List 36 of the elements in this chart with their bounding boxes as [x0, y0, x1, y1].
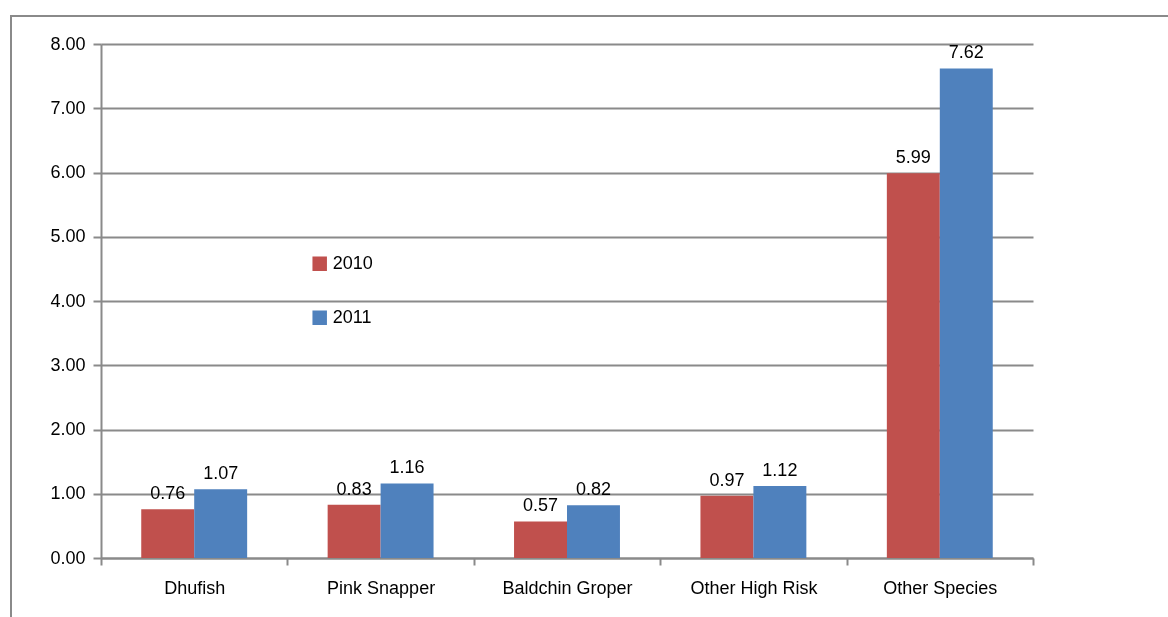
bar: [700, 495, 754, 558]
y-tick-label: 0.00: [50, 547, 86, 568]
bar: [939, 68, 993, 558]
data-label: 0.57: [523, 495, 559, 516]
data-label: 0.83: [336, 478, 372, 499]
data-label: 0.82: [575, 479, 611, 500]
data-label: 1.07: [203, 463, 239, 484]
x-tick-label: Other Species: [883, 577, 998, 598]
x-tick-label: Baldchin Groper: [502, 577, 633, 598]
bar: [380, 483, 434, 558]
data-label: 1.16: [389, 457, 425, 478]
bar: [753, 486, 807, 558]
data-label: 1.12: [762, 460, 798, 481]
x-tick-label: Other High Risk: [690, 577, 819, 598]
y-tick-label: 5.00: [50, 226, 86, 247]
x-tick-label: Pink Snapper: [327, 577, 436, 598]
data-label: 7.62: [948, 42, 984, 63]
data-label: 0.76: [150, 483, 186, 504]
bar: [327, 504, 381, 558]
data-label: 5.99: [895, 147, 931, 168]
data-label: 0.97: [709, 469, 745, 490]
y-tick-label: 3.00: [50, 354, 86, 375]
legend-label: 2011: [332, 306, 372, 327]
y-tick-label: 4.00: [50, 290, 86, 311]
y-tick-label: 8.00: [50, 33, 86, 54]
y-tick-label: 2.00: [50, 419, 86, 439]
bar: [514, 521, 567, 558]
legend-label: 2010: [332, 252, 373, 273]
bar: [567, 505, 620, 558]
bar: [194, 489, 248, 558]
x-tick-label: Dhufish: [164, 577, 226, 598]
y-tick-label: 6.00: [50, 162, 86, 182]
bar: [886, 173, 940, 558]
y-tick-label: 7.00: [50, 97, 86, 118]
bar: [141, 509, 195, 558]
y-tick-label: 1.00: [50, 483, 86, 504]
